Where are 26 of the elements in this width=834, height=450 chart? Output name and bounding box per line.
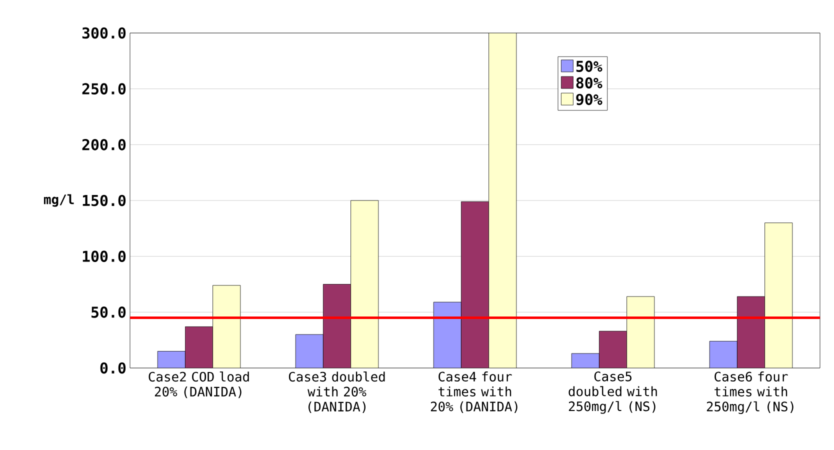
y-tick-label: 50.0 [92, 306, 126, 318]
y-tick-label: 0.0 [100, 362, 126, 374]
y-tick-label: 300.0 [82, 27, 126, 39]
x-tick-label: Case4 four times with 20% (DANIDA) [430, 372, 518, 413]
y-tick-label: 250.0 [82, 83, 126, 94]
x-tick-label: Case5 doubled with 250mg/l (NS) [568, 372, 657, 414]
x-tick-label: Case6 four times with 250mg/l (NS) [706, 372, 794, 414]
y-axis-title: mg/l [44, 194, 74, 207]
y-tick-label: 150.0 [82, 194, 126, 206]
x-tick-label: Case2 COD load 20% (DANIDA) [148, 372, 249, 398]
x-tick-label: Case3 doubled with 20% (DANIDA) [288, 372, 385, 414]
bar [295, 334, 324, 368]
bar [599, 330, 627, 368]
bar [737, 296, 765, 368]
y-tick-label: 100.0 [82, 250, 126, 262]
legend-label: 80% [576, 77, 602, 89]
bar [185, 326, 213, 368]
bar [433, 302, 462, 368]
bar [461, 201, 489, 368]
legend-label: 50% [576, 60, 602, 72]
bar [323, 284, 351, 368]
bar [571, 353, 600, 368]
y-tick-label: 200.0 [82, 139, 126, 150]
legend-label: 90% [576, 94, 602, 106]
bar [709, 341, 738, 368]
bar [157, 351, 186, 368]
